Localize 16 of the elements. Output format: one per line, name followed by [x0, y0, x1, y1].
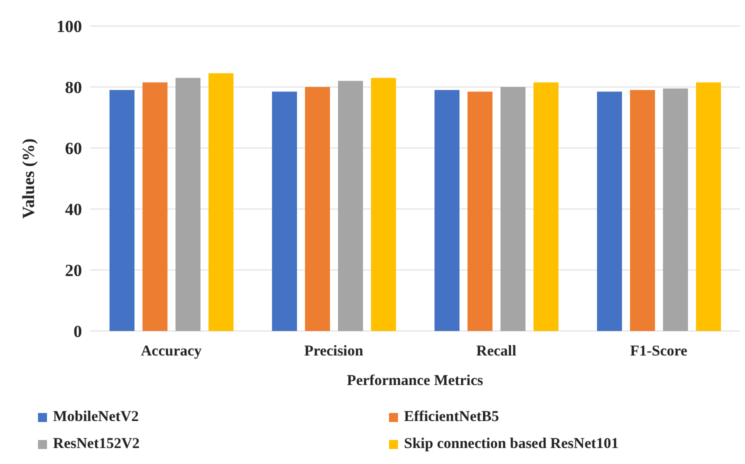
- y-tick-label: 0: [74, 322, 82, 342]
- x-tick-label: Precision: [304, 344, 364, 360]
- x-tick-label: Recall: [476, 344, 516, 360]
- x-tick-label: Accuracy: [140, 344, 202, 360]
- legend-label: Skip connection based ResNet101: [404, 436, 619, 453]
- y-tick-label: 40: [65, 200, 82, 220]
- y-tick-label: 100: [56, 17, 82, 36]
- x-tick-label: F1-Score: [630, 344, 688, 360]
- legend-label: EfficientNetB5: [404, 409, 499, 426]
- x-axis-title: Performance Metrics: [346, 373, 484, 389]
- y-tick-label: 60: [65, 139, 82, 158]
- y-tick-label: 80: [65, 78, 82, 98]
- y-axis-title: Values (%): [19, 138, 38, 219]
- legend-label: ResNet152V2: [53, 436, 140, 453]
- legend-label: MobileNetV2: [53, 409, 139, 426]
- y-tick-label: 20: [65, 261, 82, 280]
